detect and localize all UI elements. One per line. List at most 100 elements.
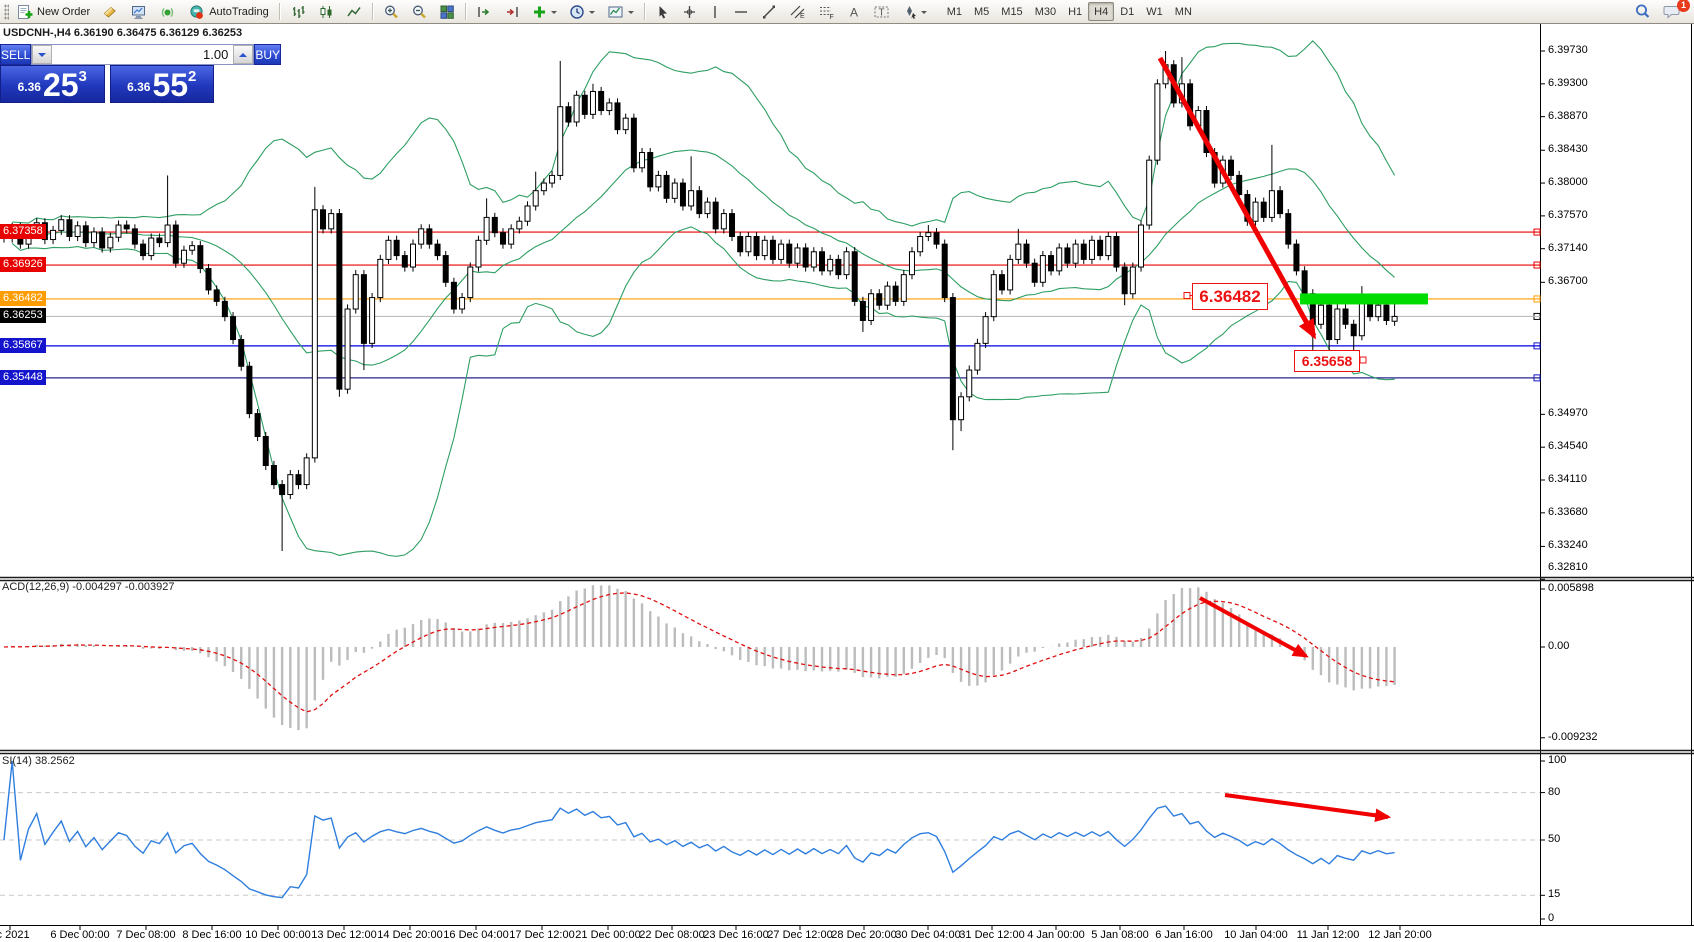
time-tick-label: 13 Dec 12:00 (311, 929, 377, 941)
line-chart-button[interactable] (341, 2, 367, 22)
autotrading-icon (190, 4, 204, 19)
price-tick-label: 6.36700 (1548, 275, 1588, 288)
text-label-tool-button[interactable]: T (868, 2, 895, 22)
toolbar-separator (643, 3, 645, 20)
time-tick-label: 28 Dec 20:00 (831, 929, 897, 941)
autotrading-label: AutoTrading (209, 5, 269, 18)
price-level-badge: 6.35867 (0, 337, 46, 353)
price-tick-label: 6.39300 (1548, 76, 1588, 89)
toolbar-separator (464, 3, 466, 20)
buy-price-small: 6.36 (127, 80, 151, 94)
text-tool-button[interactable]: A (842, 2, 866, 22)
price-level-badge: 6.35448 (0, 369, 46, 385)
metaquotes-button[interactable] (97, 2, 123, 22)
price-level-badge: 6.36926 (0, 257, 46, 273)
time-tick-label: ec 2021 (0, 929, 30, 941)
price-tick-label: 6.33680 (1548, 505, 1588, 518)
time-tick-label: 22 Dec 08:00 (639, 929, 705, 941)
metaquotes-icon (103, 6, 116, 18)
zoom-in-icon (384, 5, 398, 18)
time-tick-label: 27 Dec 12:00 (767, 929, 833, 941)
buy-price-sup: 2 (188, 68, 197, 85)
rsi-tick-label: 50 (1548, 833, 1561, 845)
volume-control (31, 44, 255, 65)
signal-button[interactable] (154, 2, 181, 22)
time-tick-label: 31 Dec 12:00 (959, 929, 1025, 941)
candlestick-chart-button[interactable] (313, 2, 339, 22)
equidistant-channel-icon: E (790, 5, 805, 20)
zoom-in-button[interactable] (378, 2, 404, 22)
tf-h1-button[interactable]: H1 (1062, 2, 1088, 21)
buy-price-big: 55 (152, 67, 189, 103)
sell-button[interactable]: SELL (0, 44, 32, 65)
chart-template-button[interactable] (602, 2, 639, 22)
tf-d1-button[interactable]: D1 (1114, 2, 1140, 21)
trendline-icon (762, 5, 775, 18)
chart-shift-button[interactable] (499, 2, 525, 22)
fibonacci-icon: F (819, 6, 834, 20)
one-click-trading-panel: SELL BUY 6.36 25 3 6.36 55 2 (0, 44, 282, 103)
tf-mn-button[interactable]: MN (1169, 2, 1198, 21)
price-tick-label: 6.34540 (1548, 440, 1588, 453)
autotrading-button[interactable]: AutoTrading (183, 2, 274, 22)
search-button[interactable] (1629, 2, 1656, 22)
price-tag[interactable]: 6.35658 (1294, 350, 1360, 372)
sell-price-big: 25 (42, 67, 79, 103)
buy-button[interactable]: BUY (254, 44, 282, 65)
volume-increase-button[interactable] (233, 45, 254, 64)
arrow-shapes-tool-button[interactable] (897, 2, 932, 22)
price-tick-label: 6.33240 (1548, 539, 1588, 552)
market-watch-button[interactable] (125, 2, 152, 22)
macd-tick-label: 0.00 (1548, 640, 1570, 652)
rsi-tick-label: 80 (1548, 785, 1561, 798)
price-tick-label: 6.34110 (1548, 473, 1587, 485)
toolbar-grip[interactable] (4, 3, 9, 20)
tf-w1-button[interactable]: W1 (1140, 2, 1169, 21)
buy-price-display[interactable]: 6.36 55 2 (109, 65, 214, 103)
macd-tick-label: 0.005898 (1548, 582, 1594, 594)
cursor-tool-button[interactable] (650, 2, 675, 22)
time-tick-label: 30 Dec 04:00 (895, 929, 961, 941)
volume-decrease-button[interactable] (32, 45, 53, 64)
time-tick-label: 11 Jan 12:00 (1296, 929, 1360, 941)
new-order-button[interactable]: New Order (12, 2, 95, 22)
macd-tick-label: -0.009232 (1548, 730, 1598, 743)
crosshair-tool-button[interactable] (677, 2, 702, 22)
bar-chart-button[interactable] (285, 2, 311, 22)
volume-input[interactable] (52, 45, 234, 64)
tile-windows-button[interactable] (434, 2, 460, 22)
tf-m5-button[interactable]: M5 (968, 2, 995, 21)
sell-price-display[interactable]: 6.36 25 3 (0, 65, 105, 103)
tf-m1-button[interactable]: M1 (941, 2, 968, 21)
fibonacci-tool-button[interactable]: F (813, 2, 840, 22)
signal-icon (162, 7, 174, 17)
candlestick-chart-icon (320, 5, 332, 18)
price-tick-label: 6.39730 (1548, 44, 1588, 56)
price-tag[interactable]: 6.36482 (1192, 283, 1268, 310)
trendline-tool-button[interactable] (756, 2, 782, 22)
horizontal-line-tool-button[interactable] (728, 2, 754, 22)
tf-h4-button[interactable]: H4 (1088, 2, 1115, 21)
price-level-badge: 6.36253 (0, 308, 46, 324)
timeframe-clock-button[interactable] (564, 2, 600, 22)
tile-windows-icon (440, 5, 454, 19)
clock-icon (570, 4, 584, 19)
time-tick-label: 10 Jan 04:00 (1224, 929, 1288, 941)
auto-scroll-icon (478, 6, 489, 17)
tf-m15-button[interactable]: M15 (995, 2, 1028, 21)
svg-text:E: E (800, 13, 805, 20)
time-tick-label: 5 Jan 08:00 (1091, 929, 1149, 941)
new-order-label: New Order (37, 5, 91, 18)
price-level-badge: 6.37358 (0, 224, 46, 240)
chat-button[interactable]: 1 (1658, 0, 1690, 22)
zoom-out-button[interactable] (406, 2, 432, 22)
auto-scroll-button[interactable] (471, 2, 497, 22)
add-indicator-button[interactable] (527, 2, 562, 22)
tf-m30-button[interactable]: M30 (1029, 2, 1062, 21)
equidistant-channel-tool-button[interactable]: E (784, 2, 811, 22)
vertical-line-tool-button[interactable] (704, 2, 726, 22)
symbol-ohlc-header: USDCNH-,H4 6.36190 6.36475 6.36129 6.362… (3, 27, 243, 39)
time-tick-label: 21 Dec 00:00 (575, 929, 641, 941)
time-tick-label: 23 Dec 16:00 (703, 929, 769, 941)
